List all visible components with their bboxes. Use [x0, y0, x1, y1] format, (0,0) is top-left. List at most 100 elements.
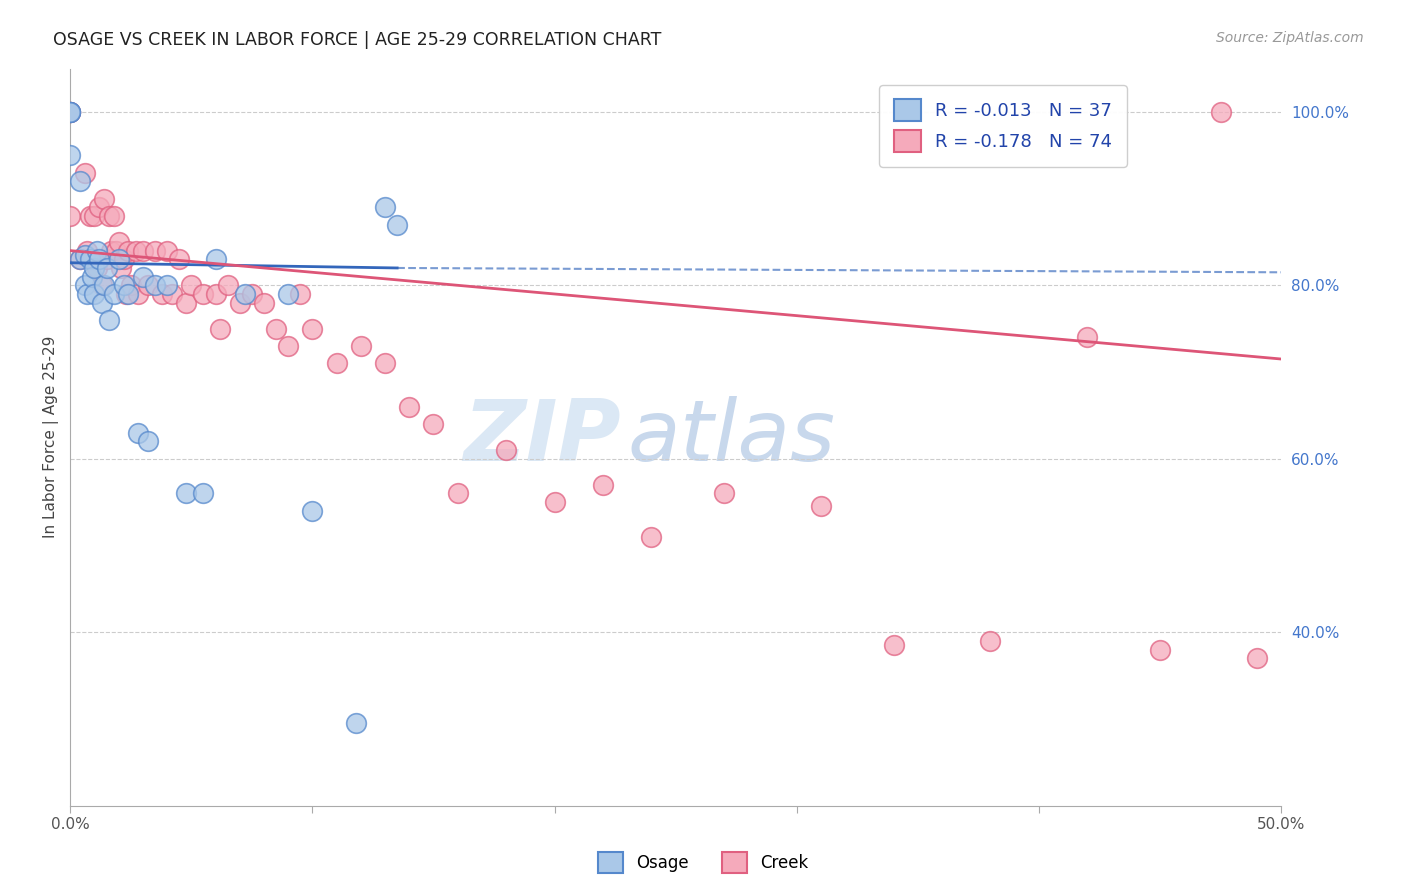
- Point: [83, 260, 105, 275]
- Point: [233, 287, 256, 301]
- Point: [1076, 330, 1098, 344]
- Point: [89, 200, 111, 214]
- Point: [96, 260, 118, 275]
- Point: [112, 252, 135, 267]
- Point: [83, 209, 105, 223]
- Point: [156, 244, 179, 258]
- Point: [1209, 104, 1232, 119]
- Point: [136, 434, 159, 449]
- Point: [105, 244, 128, 258]
- Point: [344, 716, 367, 731]
- Point: [59, 104, 82, 119]
- Point: [193, 287, 215, 301]
- Point: [132, 244, 155, 258]
- Point: [495, 443, 517, 458]
- Point: [90, 278, 112, 293]
- Point: [107, 235, 129, 249]
- Point: [93, 192, 115, 206]
- Point: [301, 321, 323, 335]
- Point: [110, 260, 132, 275]
- Point: [90, 295, 112, 310]
- Point: [59, 104, 82, 119]
- Point: [264, 321, 287, 335]
- Point: [810, 500, 832, 514]
- Point: [143, 244, 166, 258]
- Point: [143, 278, 166, 293]
- Point: [59, 104, 82, 119]
- Point: [374, 200, 396, 214]
- Point: [120, 278, 142, 293]
- Point: [193, 486, 215, 500]
- Point: [76, 287, 98, 301]
- Point: [160, 287, 183, 301]
- Point: [301, 504, 323, 518]
- Point: [98, 313, 121, 327]
- Point: [132, 269, 155, 284]
- Point: [150, 287, 173, 301]
- Point: [117, 244, 139, 258]
- Point: [79, 209, 101, 223]
- Point: [640, 530, 662, 544]
- Point: [73, 278, 96, 293]
- Point: [592, 477, 614, 491]
- Point: [176, 486, 198, 500]
- Point: [93, 278, 115, 293]
- Point: [374, 356, 396, 370]
- Point: [124, 244, 146, 258]
- Point: [89, 252, 111, 267]
- Point: [204, 252, 226, 267]
- Point: [73, 165, 96, 179]
- Point: [277, 339, 299, 353]
- Point: [80, 269, 103, 284]
- Point: [127, 425, 149, 440]
- Point: [59, 104, 82, 119]
- Point: [115, 287, 138, 301]
- Point: [325, 356, 347, 370]
- Point: [73, 248, 96, 262]
- Point: [83, 287, 105, 301]
- Y-axis label: In Labor Force | Age 25-29: In Labor Force | Age 25-29: [44, 336, 59, 538]
- Point: [79, 252, 101, 267]
- Point: [883, 638, 905, 652]
- Point: [713, 486, 735, 500]
- Point: [127, 287, 149, 301]
- Point: [98, 209, 121, 223]
- Text: OSAGE VS CREEK IN LABOR FORCE | AGE 25-29 CORRELATION CHART: OSAGE VS CREEK IN LABOR FORCE | AGE 25-2…: [53, 31, 662, 49]
- Point: [76, 244, 98, 258]
- Point: [107, 252, 129, 267]
- Point: [290, 287, 312, 301]
- Point: [100, 244, 122, 258]
- Point: [1149, 642, 1171, 657]
- Point: [103, 209, 125, 223]
- Point: [117, 287, 139, 301]
- Text: ZIP: ZIP: [464, 395, 621, 478]
- Legend: R = -0.013   N = 37, R = -0.178   N = 74: R = -0.013 N = 37, R = -0.178 N = 74: [879, 85, 1126, 167]
- Point: [398, 400, 420, 414]
- Point: [86, 244, 108, 258]
- Point: [59, 209, 82, 223]
- Point: [180, 278, 202, 293]
- Point: [350, 339, 373, 353]
- Point: [543, 495, 565, 509]
- Point: [253, 295, 276, 310]
- Point: [69, 252, 91, 267]
- Point: [103, 287, 125, 301]
- Point: [176, 295, 198, 310]
- Point: [80, 252, 103, 267]
- Point: [96, 252, 118, 267]
- Legend: Osage, Creek: Osage, Creek: [591, 846, 815, 880]
- Point: [422, 417, 444, 431]
- Point: [240, 287, 263, 301]
- Point: [229, 295, 252, 310]
- Point: [385, 218, 408, 232]
- Point: [217, 278, 239, 293]
- Point: [59, 148, 82, 162]
- Point: [277, 287, 299, 301]
- Point: [979, 633, 1001, 648]
- Point: [167, 252, 190, 267]
- Point: [86, 260, 108, 275]
- Point: [204, 287, 226, 301]
- Point: [69, 174, 91, 188]
- Point: [69, 252, 91, 267]
- Point: [447, 486, 470, 500]
